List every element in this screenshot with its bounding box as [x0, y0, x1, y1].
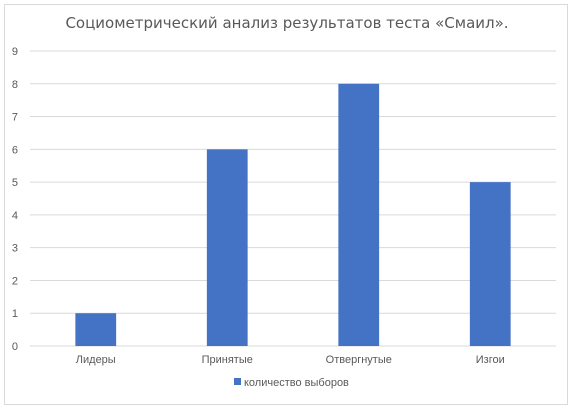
chart-title: Социометрический анализ результатов тест…: [65, 14, 509, 32]
bars: [75, 83, 511, 347]
y-axis-ticks: 0 1 2 3 4 5 6 7 8 9: [12, 46, 18, 353]
y-tick-label: 8: [12, 79, 18, 91]
bar-2: [206, 149, 248, 346]
legend: количество выборов: [234, 377, 349, 389]
y-tick-label: 5: [12, 177, 18, 189]
x-tick-label: Изгои: [476, 354, 505, 366]
legend-swatch: [234, 378, 241, 385]
y-tick-label: 0: [12, 341, 18, 353]
y-tick-label: 4: [12, 210, 18, 222]
y-tick-label: 6: [12, 144, 18, 156]
bar-3: [338, 83, 380, 347]
x-tick-label: Лидеры: [76, 354, 116, 366]
bar-4: [469, 182, 511, 346]
y-tick-label: 7: [12, 112, 18, 124]
x-axis-ticks: Лидеры Принятые Отвергнутые Изгои: [76, 354, 505, 366]
x-tick-label: Принятые: [202, 354, 253, 366]
gridlines: [30, 50, 556, 347]
y-tick-label: 9: [12, 46, 18, 58]
y-tick-label: 1: [12, 308, 18, 320]
y-tick-label: 3: [12, 243, 18, 255]
legend-label: количество выборов: [244, 377, 349, 389]
y-tick-label: 2: [12, 275, 18, 287]
x-tick-label: Отвергнутые: [326, 354, 392, 366]
bar-1: [75, 313, 117, 346]
